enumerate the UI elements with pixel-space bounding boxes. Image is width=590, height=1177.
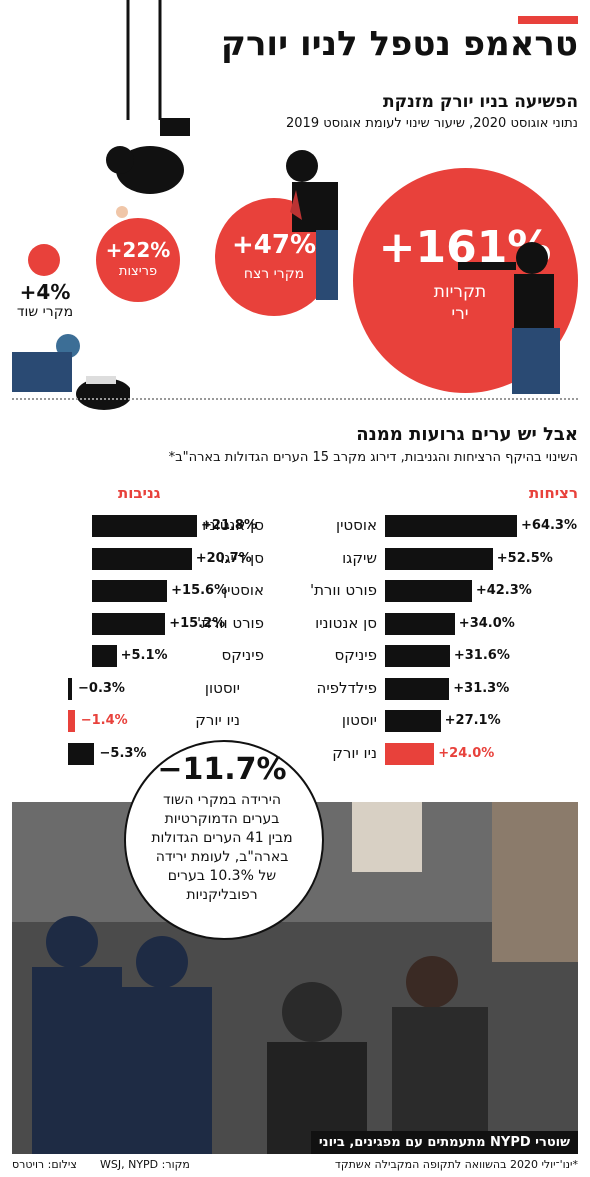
murder-bar (385, 580, 472, 602)
bubble-burglaries-label: פריצות (118, 264, 158, 279)
murder-city: פיניקס (334, 646, 377, 664)
gunman-illustration (458, 242, 560, 394)
theft-city: ניו יורק (195, 711, 240, 729)
murder-city: פילדלפיה (316, 678, 377, 697)
murders-chart-title: רציחות (529, 484, 578, 502)
theft-bar (68, 710, 75, 732)
murder-bar (385, 612, 455, 635)
bubble-shootings-label: תקריות (433, 282, 487, 302)
callout-line: הירידה במקרי השוד (162, 792, 282, 808)
photo-credit: צילום: רויטרס (12, 1158, 77, 1171)
theft-value: +15.2% (169, 615, 226, 631)
murder-bar (385, 742, 435, 765)
callout-line: בארה"ב, לעומת ירידה (155, 849, 289, 865)
callout-line: רפובליקניות (186, 887, 258, 903)
bubble-shootings-label2: ירי (451, 304, 469, 324)
theft-value: ‎−0.3% (78, 680, 125, 696)
theft-city: סן דייגו (220, 548, 264, 567)
knife-figure-illustration (286, 150, 338, 300)
bubble-burglaries-pct: +22% (105, 238, 171, 262)
accent-bar (518, 16, 578, 24)
murder-city: אוסטין (335, 516, 377, 534)
footnote: *ינו'־יולי 2020 בהשוואה לתקופה המקבילה א… (334, 1158, 578, 1171)
murder-bar (385, 547, 493, 570)
robbery-callout (124, 740, 324, 940)
theft-city: יוסטון (204, 678, 240, 697)
theft-city: סן אנטוניו (202, 516, 264, 534)
theft-bar (92, 645, 117, 667)
theft-bar (68, 677, 72, 700)
burglar-illustration (106, 0, 190, 218)
theft-value: +20.7% (195, 550, 252, 566)
murder-bar (385, 710, 441, 732)
bubble-burglaries (96, 218, 180, 302)
murder-value: +31.3% (453, 680, 510, 696)
murder-value: +64.3% (521, 518, 577, 533)
theft-value: ‎−5.3% (99, 745, 147, 761)
murder-city: שיקגו (342, 548, 377, 567)
theft-bar (92, 580, 168, 602)
section-title: הפשיעה בניו יורק מזנקת (383, 92, 578, 112)
callout-line: מבין 41 הערים הגדולות (151, 830, 293, 846)
murder-value: +52.5% (496, 550, 553, 566)
bubble-robberies-label: מקרי שוד (16, 304, 74, 320)
robber-illustration (12, 334, 130, 410)
murder-value: +27.1% (444, 713, 501, 728)
murder-value: +34.0% (458, 615, 515, 631)
theft-value: +21.8% (201, 518, 257, 533)
murder-city: סן אנטוניו (315, 613, 377, 632)
section-note: נתוני אוגוסט 2020, שיעור שינוי לעומת אוג… (286, 116, 578, 131)
source-credit: מקור: WSJ, NYPD (100, 1158, 190, 1171)
thefts-chart-title: גניבות (118, 484, 161, 502)
section2-note: השינוי בהיקף הרציחות והגניבות, דירוג מקר… (168, 450, 578, 465)
bubble-robberies-pct: +4% (19, 280, 71, 304)
murder-value: +24.0% (438, 745, 495, 761)
theft-bar (92, 612, 166, 635)
murder-value: +42.3% (475, 583, 532, 598)
murder-bar (385, 677, 450, 700)
theft-city: פורט וורת' (196, 613, 264, 632)
theft-value: +15.6% (171, 583, 228, 598)
murder-bar (385, 645, 450, 667)
divider (12, 398, 578, 400)
callout-line: בערים הדמוקרטיות (164, 811, 280, 827)
theft-city: אוסטין (222, 581, 264, 599)
callout-pct: −11.7% (157, 752, 287, 787)
photo-caption: שוטרי NYPD מתעמתים עם מפגינים, ביוני (310, 1131, 578, 1154)
murder-city: ניו יורק (332, 743, 377, 762)
murder-value: +31.6% (453, 648, 510, 663)
theft-city: פיניקס (221, 646, 264, 664)
theft-value: ‎−1.4% (80, 713, 128, 728)
murder-city: פורט וורת' (309, 581, 377, 599)
page-title: טראמפ נטפל לניו יורק (220, 24, 578, 64)
bubble-murders-pct: +47% (231, 230, 317, 260)
theft-bar (92, 515, 197, 537)
callout-line: של 10.3% בערים (167, 868, 277, 884)
bubble-murders-label: מקרי רצח (243, 266, 305, 282)
theft-value: +5.1% (120, 648, 168, 663)
theft-bar (68, 742, 94, 765)
bubble-robberies (28, 244, 60, 276)
theft-bar (92, 547, 192, 570)
murder-bar (385, 515, 517, 537)
section2-title: אבל יש ערים גרועות ממנה (356, 424, 578, 445)
murder-city: יוסטון (341, 711, 377, 729)
